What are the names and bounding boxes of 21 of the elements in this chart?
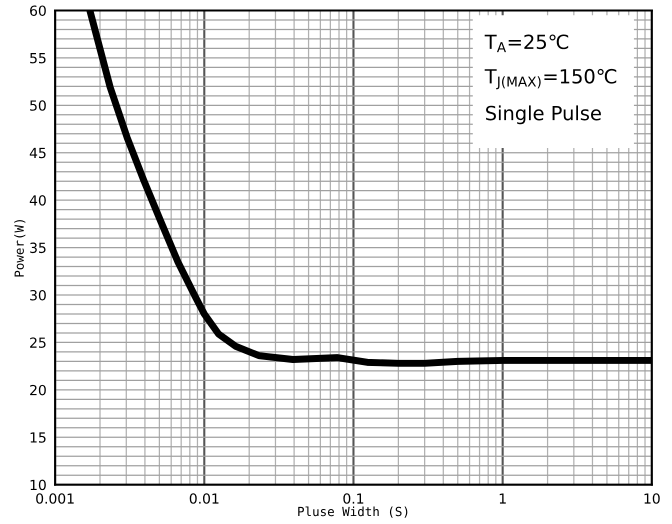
x-tick-label: 1 — [500, 493, 506, 504]
x-tick-label: 0.001 — [36, 493, 74, 504]
y-tick-label: 25 — [30, 337, 46, 348]
x-tick-label: 10 — [644, 493, 660, 504]
annotation: T$_{J(MAX)}$=150℃ — [484, 68, 616, 90]
y-tick-label: 10 — [30, 480, 46, 490]
annotation: Single Pulse — [486, 105, 601, 124]
annotation: T$_{A}$=25℃ — [484, 34, 568, 52]
y-tick-label: 30 — [30, 290, 46, 300]
y-tick-label: 55 — [30, 53, 46, 64]
x-axis-title: Pluse Width (S) — [298, 506, 408, 518]
y-tick-label: 15 — [30, 432, 46, 443]
y-tick-label: 40 — [30, 195, 46, 206]
y-axis-title: Power(W) — [14, 220, 26, 276]
x-tick-label: 0.01 — [190, 493, 218, 504]
y-tick-label: 20 — [30, 384, 46, 396]
y-tick-label: 35 — [30, 242, 46, 254]
y-tick-label: 50 — [30, 100, 46, 111]
x-tick-label: 0.1 — [343, 493, 364, 504]
y-tick-label: 60 — [30, 5, 46, 16]
y-tick-label: 45 — [30, 148, 46, 158]
